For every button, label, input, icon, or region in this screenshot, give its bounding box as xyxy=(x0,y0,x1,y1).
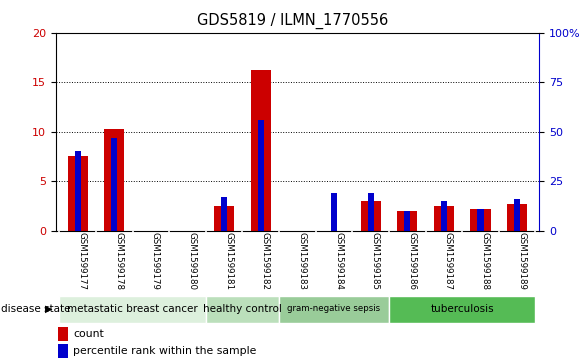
Bar xyxy=(514,199,520,231)
Bar xyxy=(59,344,67,358)
Text: GSM1599182: GSM1599182 xyxy=(261,232,270,290)
Bar xyxy=(59,296,206,323)
Bar xyxy=(404,211,410,231)
Bar xyxy=(251,70,271,231)
Bar xyxy=(221,197,227,231)
Text: GSM1599179: GSM1599179 xyxy=(151,232,160,290)
Bar xyxy=(441,201,447,231)
Bar xyxy=(111,138,117,231)
Bar xyxy=(59,327,67,341)
Text: ▶: ▶ xyxy=(45,304,53,314)
Text: GSM1599188: GSM1599188 xyxy=(481,232,489,290)
Bar xyxy=(507,204,527,231)
Text: GDS5819 / ILMN_1770556: GDS5819 / ILMN_1770556 xyxy=(197,13,389,29)
Bar xyxy=(478,209,483,231)
Bar xyxy=(258,120,264,231)
Bar xyxy=(367,193,374,231)
Bar xyxy=(389,296,536,323)
Text: GSM1599180: GSM1599180 xyxy=(188,232,196,290)
Text: GSM1599178: GSM1599178 xyxy=(114,232,123,290)
Text: GSM1599183: GSM1599183 xyxy=(297,232,306,290)
Text: GSM1599177: GSM1599177 xyxy=(77,232,87,290)
Bar xyxy=(279,296,389,323)
Bar xyxy=(214,206,234,231)
Text: disease state: disease state xyxy=(1,304,70,314)
Text: count: count xyxy=(73,329,104,339)
Text: healthy control: healthy control xyxy=(203,304,282,314)
Text: GSM1599187: GSM1599187 xyxy=(444,232,453,290)
Text: GSM1599185: GSM1599185 xyxy=(370,232,380,290)
Text: percentile rank within the sample: percentile rank within the sample xyxy=(73,346,256,356)
Text: GSM1599184: GSM1599184 xyxy=(334,232,343,290)
Bar xyxy=(74,151,81,231)
Bar xyxy=(67,156,88,231)
Text: gram-negative sepsis: gram-negative sepsis xyxy=(288,304,380,313)
Bar xyxy=(397,211,417,231)
Bar xyxy=(331,193,337,231)
Bar xyxy=(104,129,124,231)
Bar xyxy=(360,201,381,231)
Bar xyxy=(434,206,454,231)
Text: tuberculosis: tuberculosis xyxy=(430,304,494,314)
Text: GSM1599186: GSM1599186 xyxy=(407,232,416,290)
Text: metastatic breast cancer: metastatic breast cancer xyxy=(67,304,198,314)
Text: GSM1599181: GSM1599181 xyxy=(224,232,233,290)
Text: GSM1599189: GSM1599189 xyxy=(517,232,526,290)
Bar xyxy=(206,296,279,323)
Bar xyxy=(471,209,490,231)
